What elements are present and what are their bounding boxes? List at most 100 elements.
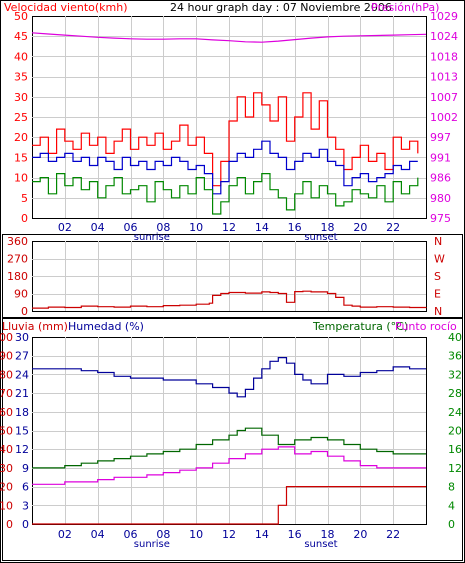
temperature-tick-label: 28 <box>448 387 462 400</box>
wind-tick-label: 5 <box>21 192 28 205</box>
pressure-tick-label: 980 <box>430 192 451 205</box>
rain-tick-label: 60 <box>0 406 13 419</box>
temperature-tick-label: 32 <box>448 368 462 381</box>
x-tick-label: 06 <box>124 221 138 234</box>
temperature-tick-label: 16 <box>448 443 462 456</box>
dewpoint-series <box>32 446 426 485</box>
rain-tick-label: 40 <box>0 443 13 456</box>
pressure-axis-title: Presión(hPa) <box>371 1 439 14</box>
dewpoint-axis-title: Punto rocío <box>395 320 457 333</box>
pressure-tick-label: 997 <box>430 131 451 144</box>
humidity-axis-title: Humedad (%) <box>68 320 144 333</box>
wind-tick-label: 50 <box>14 10 28 23</box>
gust-series <box>32 92 419 187</box>
sunrise-label: sunrise <box>134 539 170 550</box>
temperature-axis-title: Temperatura (°C) <box>312 320 408 333</box>
x-tick-label: 22 <box>386 221 400 234</box>
x-tick-label: 16 <box>288 221 302 234</box>
wind-tick-label: 15 <box>14 151 28 164</box>
temperature-tick-label: 0 <box>448 518 455 531</box>
x-tick-label: 02 <box>58 528 72 541</box>
x-tick-label: 06 <box>124 528 138 541</box>
temperature-tick-label: 4 <box>448 499 455 512</box>
compass-tick-label: W <box>434 253 445 266</box>
pressure-tick-label: 1024 <box>430 30 458 43</box>
wind-axis-title: Velocidad viento(kmh) <box>4 1 128 14</box>
wind-tick-label: 35 <box>14 71 28 84</box>
pressure-tick-label: 1029 <box>430 10 458 23</box>
data-series <box>31 32 427 525</box>
humidity-tick-label: 12 <box>15 443 29 456</box>
wind-tick-label: 20 <box>14 131 28 144</box>
wind-tick-label: 25 <box>14 111 28 124</box>
temperature-tick-label: 36 <box>448 350 462 363</box>
temperature-tick-label: 12 <box>448 462 462 475</box>
temperature-series <box>32 427 426 469</box>
wind-tick-label: 10 <box>14 172 28 185</box>
rain-tick-label: 30 <box>0 462 13 475</box>
x-tick-label: 12 <box>222 528 236 541</box>
rain-tick-label: 20 <box>0 481 13 494</box>
compass-tick-label: E <box>434 288 441 301</box>
humidity-tick-label: 15 <box>15 425 29 438</box>
humidity-tick-label: 24 <box>15 368 29 381</box>
x-tick-label: 10 <box>189 221 203 234</box>
wind_avg-series <box>32 140 418 195</box>
rain-tick-label: 70 <box>0 387 13 400</box>
rain-axis-title: Lluvia (mm) <box>2 320 68 333</box>
humidity-tick-label: 0 <box>22 518 29 531</box>
grid-lines <box>32 16 426 524</box>
x-tick-label: 04 <box>91 528 105 541</box>
pressure-tick-label: 986 <box>430 172 451 185</box>
x-tick-label: 10 <box>189 528 203 541</box>
x-tick-label: 04 <box>91 221 105 234</box>
sunset-label: sunset <box>304 232 337 243</box>
pressure-tick-label: 1018 <box>430 50 458 63</box>
wind-tick-label: 40 <box>14 50 28 63</box>
humidity-tick-label: 6 <box>22 481 29 494</box>
x-tick-label: 18 <box>321 528 335 541</box>
sunset-label: sunset <box>304 539 337 550</box>
direction-tick-label: 180 <box>7 270 28 283</box>
direction-tick-label: 0 <box>21 305 28 318</box>
pressure-tick-label: 1002 <box>430 111 458 124</box>
temperature-tick-label: 20 <box>448 425 462 438</box>
x-tick-label: 20 <box>353 528 367 541</box>
direction-series <box>32 290 427 309</box>
compass-tick-label: N <box>434 235 442 248</box>
wind_min-series <box>32 173 419 215</box>
bottom-panel-frame <box>2 318 463 561</box>
wind-tick-label: 0 <box>21 212 28 225</box>
rain-tick-label: 10 <box>0 499 13 512</box>
rain-series <box>32 486 426 525</box>
humidity-tick-label: 3 <box>22 499 29 512</box>
temperature-tick-label: 24 <box>448 406 462 419</box>
sunrise-label: sunrise <box>134 232 170 243</box>
pressure-tick-label: 991 <box>430 151 451 164</box>
humidity-tick-label: 30 <box>15 331 29 344</box>
x-tick-label: 14 <box>255 221 269 234</box>
rain-tick-label: 80 <box>0 368 13 381</box>
rain-tick-label: 50 <box>0 425 13 438</box>
x-tick-label: 08 <box>156 528 170 541</box>
x-tick-label: 14 <box>255 528 269 541</box>
temperature-tick-label: 8 <box>448 481 455 494</box>
x-tick-label: 12 <box>222 221 236 234</box>
humidity-tick-label: 18 <box>15 406 29 419</box>
x-tick-label: 08 <box>156 221 170 234</box>
humidity-tick-label: 27 <box>15 350 29 363</box>
rain-tick-label: 90 <box>0 350 13 363</box>
pressure-tick-label: 1013 <box>430 71 458 84</box>
humidity-series <box>32 357 426 398</box>
x-tick-label: 02 <box>58 221 72 234</box>
direction-tick-label: 270 <box>7 253 28 266</box>
humidity-tick-label: 9 <box>22 462 29 475</box>
rain-tick-label: 100 <box>0 331 13 344</box>
chart-title: 24 hour graph day : 07 Noviembre 2006 <box>170 1 392 14</box>
wind-tick-label: 30 <box>14 91 28 104</box>
wind-tick-label: 45 <box>14 30 28 43</box>
